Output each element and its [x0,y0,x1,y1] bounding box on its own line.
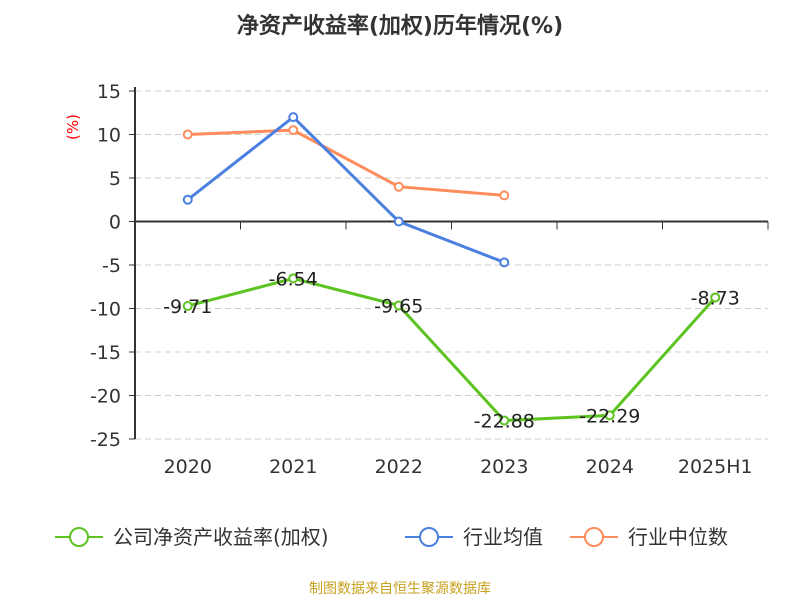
data-point [393,216,404,227]
data-point [182,300,193,311]
data-point [499,257,510,268]
data-label: -22.88 [474,411,535,433]
data-point [288,125,299,136]
x-tick-label: 2025H1 [678,456,753,478]
y-tick-label: -20 [90,386,121,408]
data-point [499,190,510,201]
data-point [710,292,721,303]
data-point [288,273,299,284]
legend-label: 行业中位数 [628,525,728,549]
y-axis-label: (%) [64,114,82,140]
y-tick-label: 0 [109,212,121,234]
legend-label: 行业均值 [463,525,543,549]
data-label: -9.65 [374,295,423,317]
data-point [182,129,193,140]
data-point [182,194,193,205]
y-tick-label: 10 [97,125,121,147]
y-tick-label: -10 [90,299,121,321]
legend-marker [419,527,439,547]
x-tick-label: 2023 [480,456,528,478]
series-line [186,115,505,264]
y-tick-label: -5 [102,255,121,277]
data-label: -6.54 [269,268,318,290]
legend-marker [69,527,89,547]
data-point [393,181,404,192]
source-note: 制图数据来自恒生聚源数据库 [309,581,491,597]
x-tick-label: 2024 [586,456,634,478]
data-point [499,415,510,426]
data-point [393,300,404,311]
legend-marker [584,527,604,547]
y-tick-label: 5 [109,168,121,190]
data-point [604,410,615,421]
x-tick-label: 2020 [164,456,212,478]
series-line [187,276,717,423]
data-point [288,112,299,123]
legend-label: 公司净资产收益率(加权) [113,525,329,549]
x-tick-label: 2022 [375,456,423,478]
data-label: -8.73 [691,287,740,309]
data-label: -9.71 [163,296,212,318]
y-tick-label: 15 [97,81,121,103]
y-tick-label: -25 [90,429,121,451]
x-tick-label: 2021 [269,456,317,478]
data-label: -22.29 [579,405,640,427]
series-line [187,128,505,197]
chart-title: 净资产收益率(加权)历年情况(%) [236,14,564,39]
y-tick-label: -15 [90,342,121,364]
